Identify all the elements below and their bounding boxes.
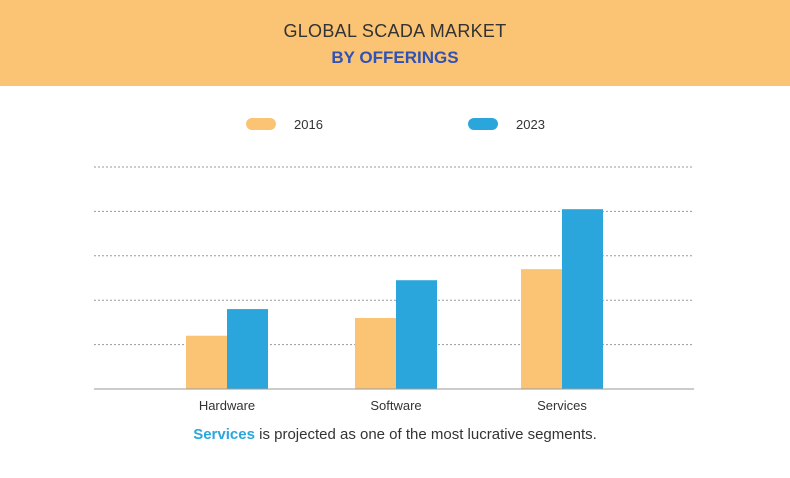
bar-hardware-2016: [186, 335, 227, 389]
bar-software-2016: [355, 317, 396, 389]
chart-title: GLOBAL SCADA MARKET: [283, 21, 507, 41]
x-tick-label-software: Software: [370, 398, 421, 413]
legend-swatch-2016: [246, 118, 276, 130]
footnote-highlight: Services: [193, 426, 255, 443]
legend-swatch-2023: [468, 118, 498, 130]
bar-services-2023: [562, 209, 603, 389]
chart-subtitle: BY OFFERINGS: [331, 48, 459, 67]
x-tick-label-services: Services: [537, 398, 587, 413]
x-tick-label-hardware: Hardware: [199, 398, 255, 413]
bar-software-2023: [396, 280, 437, 389]
footnote: Services is projected as one of the most…: [0, 426, 790, 443]
legend-label-2023: 2023: [516, 116, 545, 132]
legend-item-2023: 2023: [468, 114, 545, 134]
header-banner: GLOBAL SCADA MARKET BY OFFERINGS: [0, 0, 790, 86]
legend-label-2016: 2016: [294, 116, 323, 132]
footnote-text: is projected as one of the most lucrativ…: [254, 426, 597, 443]
legend-item-2016: 2016: [246, 114, 323, 134]
bar-hardware-2023: [227, 309, 268, 389]
bar-services-2016: [521, 269, 562, 389]
